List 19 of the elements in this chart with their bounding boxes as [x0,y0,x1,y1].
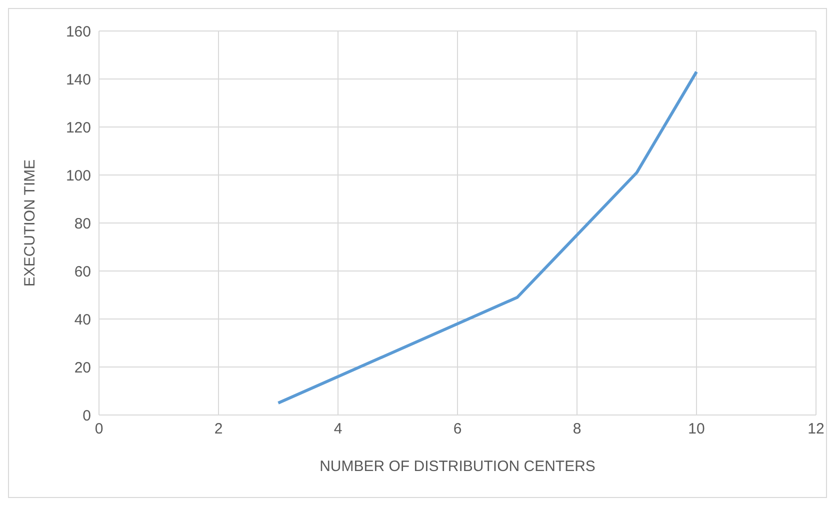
y-axis-title: EXECUTION TIME [21,159,38,287]
y-tick-label: 20 [74,359,91,376]
x-tick-label: 6 [453,420,462,438]
x-tick-label: 0 [94,420,104,438]
x-tick-label: 8 [572,420,582,438]
y-tick-label: 0 [82,407,91,424]
y-tick-label: 120 [66,119,91,136]
y-tick-label: 100 [66,167,91,184]
x-tick-label: 10 [688,420,705,438]
y-tick-label: 160 [66,23,91,40]
x-tick-label: 12 [808,420,824,438]
y-tick-label: 80 [74,215,91,232]
y-tick-label: 60 [74,263,91,280]
x-tick-label: 2 [214,420,223,438]
y-tick-label: 140 [66,71,91,88]
x-axis-title: NUMBER OF DISTRIBUTION CENTERS [320,458,596,475]
line-series [276,70,698,404]
y-tick-label: 40 [74,311,91,328]
x-tick-label: 4 [334,420,342,438]
